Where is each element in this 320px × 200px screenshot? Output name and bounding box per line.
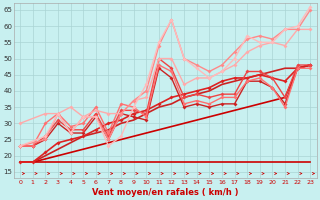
X-axis label: Vent moyen/en rafales ( km/h ): Vent moyen/en rafales ( km/h ) [92, 188, 238, 197]
